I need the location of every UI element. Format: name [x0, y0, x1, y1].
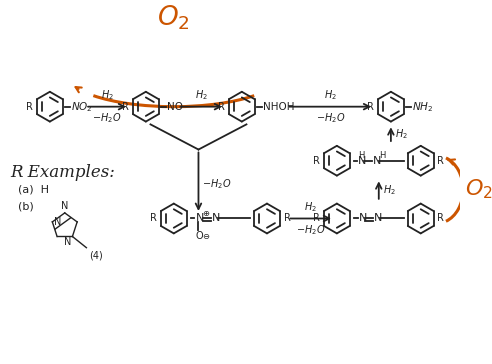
Text: $-H_2O$: $-H_2O$	[202, 177, 232, 191]
Text: O: O	[195, 231, 203, 241]
Text: $\oplus$: $\oplus$	[202, 209, 210, 218]
Text: (b): (b)	[18, 202, 34, 212]
Text: R: R	[437, 214, 444, 223]
Text: $H_2$: $H_2$	[101, 88, 114, 102]
Text: $H_2$: $H_2$	[305, 200, 317, 214]
Text: R: R	[313, 156, 320, 166]
Text: $\ominus$: $\ominus$	[202, 232, 210, 241]
Text: $H_2$: $H_2$	[382, 183, 396, 197]
Text: R Examples:: R Examples:	[11, 165, 116, 181]
Text: N: N	[374, 214, 382, 223]
Text: N: N	[212, 214, 220, 223]
Text: $NO_2$: $NO_2$	[71, 100, 93, 114]
Text: $O_2$: $O_2$	[465, 178, 492, 201]
Text: R: R	[313, 214, 320, 223]
Text: N: N	[61, 201, 68, 211]
Text: R: R	[218, 102, 225, 112]
Text: H: H	[358, 151, 365, 160]
Text: $H_2$: $H_2$	[324, 88, 337, 102]
Text: (a)  H: (a) H	[18, 184, 49, 194]
Text: R: R	[437, 156, 444, 166]
Text: R: R	[367, 102, 374, 112]
Text: N: N	[358, 156, 367, 166]
Text: $NH_2$: $NH_2$	[412, 100, 434, 114]
Text: N: N	[54, 217, 62, 227]
Text: R: R	[150, 214, 157, 223]
Text: $H_2$: $H_2$	[395, 127, 407, 141]
Text: NO: NO	[167, 102, 183, 112]
Text: N: N	[373, 156, 382, 166]
Text: R: R	[284, 214, 291, 223]
Text: (4): (4)	[89, 250, 103, 261]
Text: $-H_2O$: $-H_2O$	[296, 223, 326, 237]
Text: $O_2$: $O_2$	[157, 4, 190, 32]
Text: $H_2$: $H_2$	[195, 88, 208, 102]
Text: $-H_2O$: $-H_2O$	[92, 111, 122, 125]
Text: N: N	[64, 237, 71, 248]
Text: R: R	[122, 102, 129, 112]
Text: R: R	[26, 102, 33, 112]
Text: NHOH: NHOH	[263, 102, 295, 112]
Text: $-H_2O$: $-H_2O$	[315, 111, 345, 125]
Text: N: N	[359, 214, 368, 223]
Text: H: H	[379, 151, 385, 160]
Text: N: N	[196, 214, 205, 223]
